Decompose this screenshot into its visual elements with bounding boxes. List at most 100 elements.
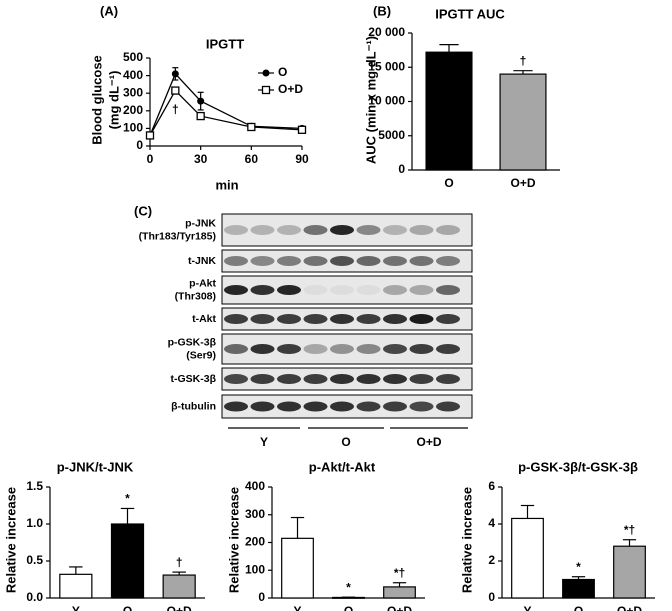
- blot-band: [224, 401, 248, 412]
- group-label: O+D: [416, 435, 441, 449]
- y-tick-label: 10 000: [368, 94, 405, 108]
- blot-row-label: β-tubulin: [171, 400, 216, 412]
- x-tick-label: O+D: [617, 604, 642, 611]
- y-axis-label: Relative increase: [459, 487, 474, 593]
- blot-band: [250, 285, 275, 295]
- y-tick-label: 400: [123, 68, 143, 82]
- blot-band: [330, 401, 354, 412]
- blot-band: [383, 374, 407, 384]
- x-tick-label: 0: [147, 152, 154, 166]
- y-tick-label: 300: [245, 507, 265, 521]
- y-axis-label: Relative increase: [226, 487, 241, 593]
- y-tick-label: 0: [258, 590, 265, 604]
- blot-band: [356, 314, 381, 324]
- blot-band: [330, 344, 354, 354]
- panel-label: (B): [373, 3, 391, 18]
- legend-marker: [262, 69, 270, 77]
- blot-band: [224, 344, 248, 354]
- x-tick-label: O: [123, 604, 132, 611]
- blot-band: [436, 256, 460, 266]
- blot-band: [224, 374, 248, 384]
- y-tick-label: 4: [488, 516, 495, 530]
- blot-band: [356, 374, 381, 384]
- blot-band: [356, 256, 381, 266]
- blot-band: [303, 285, 328, 295]
- y-axis-label: AUC (min x mg dL⁻¹): [363, 36, 378, 164]
- bar: [332, 596, 365, 599]
- bar: [59, 573, 93, 599]
- blot-band: [277, 285, 301, 295]
- y-tick-label: 0: [136, 138, 143, 152]
- x-tick-label: Y: [523, 604, 531, 611]
- y-tick-label: 15 000: [368, 59, 405, 73]
- blot-band: [277, 401, 301, 412]
- blot-band: [409, 401, 434, 412]
- significance-mark: †: [176, 555, 183, 569]
- blot-band: [277, 344, 301, 354]
- y-tick-label: 100: [245, 562, 265, 576]
- blot-band: [436, 285, 460, 295]
- blot-band: [250, 401, 275, 412]
- blot-band: [356, 401, 381, 412]
- y-tick-label: 1.0: [26, 516, 43, 530]
- panel-label: (A): [100, 3, 118, 18]
- chart-title: p-Akt/t-Akt: [309, 459, 376, 474]
- bar: [511, 517, 544, 599]
- blot-band: [277, 225, 301, 235]
- blot-band: [383, 344, 407, 354]
- y-tick-label: 300: [123, 85, 143, 99]
- marker: [171, 70, 179, 78]
- y-tick-label: 5000: [378, 128, 405, 142]
- blot-row-label: (Ser9): [186, 349, 216, 361]
- x-tick-label: O: [574, 604, 583, 611]
- marker: [171, 86, 180, 95]
- blot-band: [383, 285, 407, 295]
- significance-mark: *†: [394, 566, 405, 580]
- bar: [162, 574, 196, 599]
- y-tick-label: 200: [245, 535, 265, 549]
- blot-band: [436, 344, 460, 354]
- blot-band: [224, 256, 248, 266]
- blot-band: [303, 374, 328, 384]
- x-tick-label: O+D: [510, 176, 535, 190]
- blot-band: [250, 225, 275, 235]
- marker: [145, 131, 155, 140]
- bar: [499, 73, 547, 171]
- blot-band: [330, 225, 354, 235]
- y-axis-label: Relative increase: [3, 487, 18, 593]
- x-tick-label: Y: [72, 604, 80, 611]
- chart-title: p-GSK-3β/t-GSK-3β: [518, 459, 638, 474]
- blot-row-label: t-JNK: [188, 255, 216, 267]
- blot-band: [303, 225, 328, 235]
- blot-band: [383, 314, 407, 324]
- significance-mark: *: [576, 560, 581, 574]
- bar: [425, 51, 473, 171]
- blot-band: [250, 314, 275, 324]
- legend-label: O: [278, 65, 287, 79]
- blot-band: [409, 314, 434, 324]
- chart-title: IPGTT: [206, 36, 244, 51]
- blot-band: [330, 374, 354, 384]
- blot-band: [436, 314, 460, 324]
- blot-row-label: t-Akt: [192, 313, 216, 325]
- blot-band: [383, 256, 407, 266]
- y-tick-label: 500: [123, 50, 143, 64]
- y-tick-label: 20 000: [368, 25, 405, 39]
- blot-row-label: t-GSK-3β: [171, 373, 217, 385]
- blot-row-label: p-GSK-3β: [168, 336, 217, 348]
- chart-title: IPGTT AUC: [435, 6, 505, 21]
- y-tick-label: 1.5: [26, 479, 43, 493]
- y-tick-label: 0.0: [26, 590, 43, 604]
- blot-band: [303, 344, 328, 354]
- x-tick-label: 90: [295, 152, 309, 166]
- x-axis-label: min: [215, 177, 238, 192]
- blot-band: [409, 344, 434, 354]
- blot-row-label: (Thr308): [175, 290, 216, 302]
- y-tick-label: 0.5: [26, 553, 43, 567]
- blot-band: [303, 256, 328, 266]
- blot-band: [383, 401, 407, 412]
- y-tick-label: 400: [245, 479, 265, 493]
- y-axis-label: Blood glucose: [89, 55, 104, 145]
- x-tick-label: Y: [293, 604, 301, 611]
- blot-band: [409, 285, 434, 295]
